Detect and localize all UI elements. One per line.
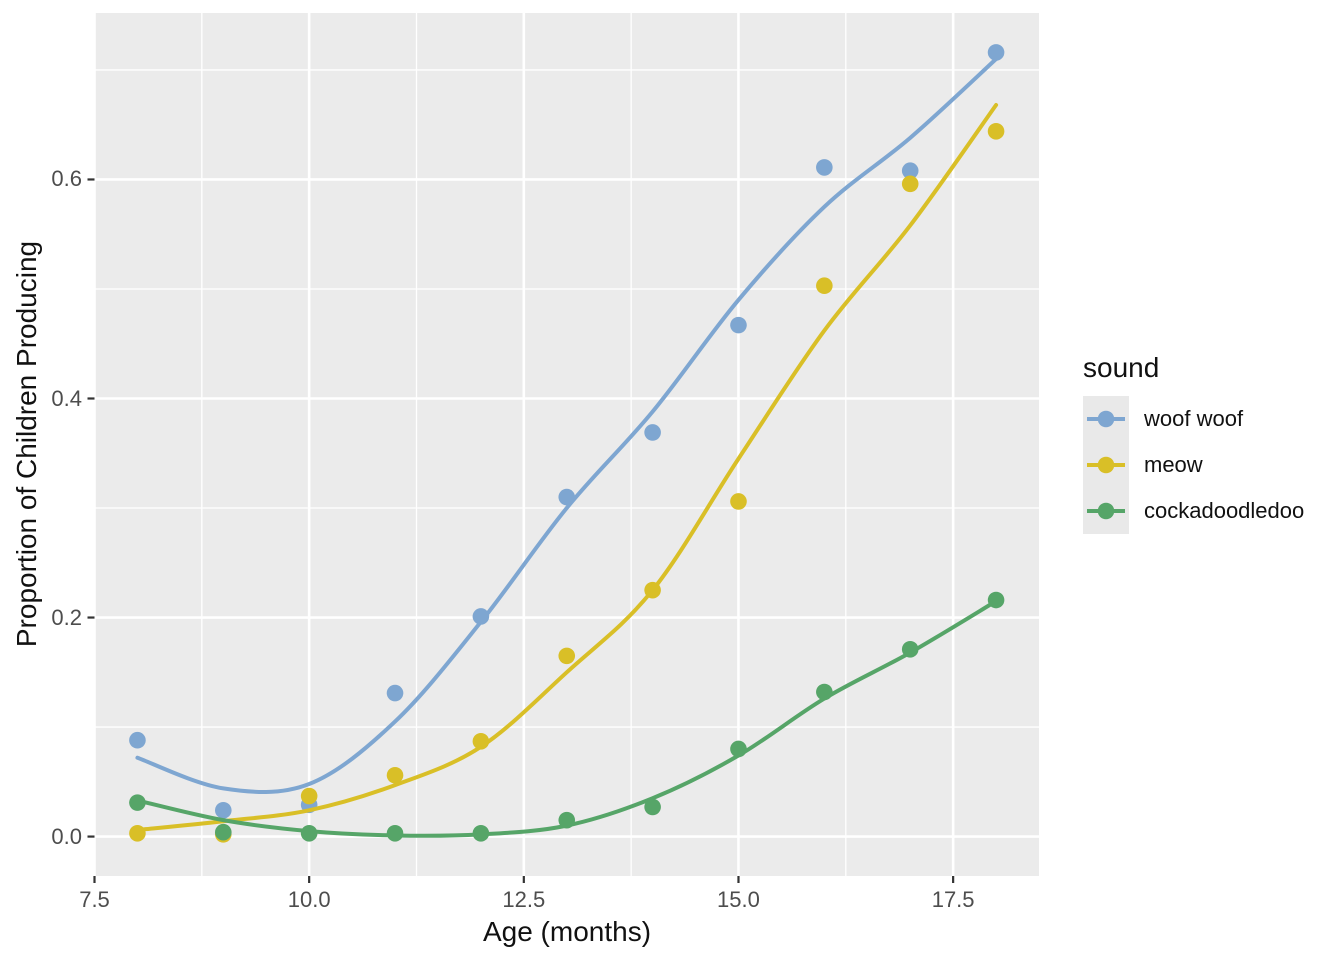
- data-point-cockadoodledoo: [816, 683, 833, 701]
- data-point-woof-woof: [816, 159, 833, 176]
- y-axis-tick-label: 0.2: [51, 604, 82, 630]
- legend-item-label: woof woof: [1144, 406, 1244, 431]
- y-axis-title: Proportion of Children Producing: [11, 240, 42, 648]
- legend-item-label: cockadoodledoo: [1144, 498, 1305, 523]
- x-axis-tick-label: 10.0: [287, 887, 331, 912]
- data-point-cockadoodledoo: [901, 640, 919, 658]
- data-point-woof-woof: [987, 44, 1005, 61]
- legend-key-woof-woof: [1083, 396, 1129, 442]
- data-point-meow: [472, 732, 490, 750]
- data-point-cockadoodledoo: [386, 824, 404, 842]
- data-point-meow: [644, 581, 661, 599]
- x-axis-tick-label: 7.5: [79, 887, 110, 912]
- data-point-cockadoodledoo: [300, 824, 318, 842]
- data-point-cockadoodledoo: [472, 824, 490, 842]
- data-point-meow: [300, 787, 318, 805]
- data-point-woof-woof: [129, 731, 146, 749]
- data-point-cockadoodledoo: [214, 823, 232, 841]
- y-axis-tick-label: 0.6: [51, 166, 82, 192]
- data-point-woof-woof: [901, 162, 919, 180]
- legend-item: meow: [1083, 442, 1304, 488]
- legend-key-meow: [1083, 442, 1129, 488]
- data-point-woof-woof: [472, 608, 490, 625]
- data-point-woof-woof: [644, 424, 661, 441]
- data-point-cockadoodledoo: [987, 591, 1005, 609]
- data-point-meow: [987, 122, 1005, 140]
- legend-item-label: meow: [1144, 452, 1203, 477]
- data-point-meow: [558, 647, 576, 665]
- data-point-cockadoodledoo: [644, 798, 661, 816]
- y-axis-tick-label: 0.0: [51, 823, 82, 849]
- legend-key-glyph-icon: [1087, 502, 1125, 520]
- x-axis-tick-label: 17.5: [931, 887, 975, 912]
- legend-item: cockadoodledoo: [1083, 488, 1304, 534]
- data-point-cockadoodledoo: [129, 794, 146, 811]
- legend-key-glyph-icon: [1087, 456, 1125, 474]
- y-axis-tick-label: 0.4: [51, 385, 82, 411]
- data-point-woof-woof: [730, 316, 747, 334]
- legend-item: woof woof: [1083, 396, 1304, 442]
- x-axis-tick-label: 15.0: [717, 887, 760, 912]
- legend: sound woof woof meow cockadoodledoo: [1083, 354, 1304, 534]
- data-point-meow: [816, 277, 833, 294]
- data-point-cockadoodledoo: [730, 740, 747, 758]
- data-point-meow: [386, 766, 404, 784]
- data-point-meow: [129, 824, 146, 842]
- data-point-cockadoodledoo: [558, 811, 576, 829]
- x-axis-title: Age (months): [482, 916, 652, 947]
- panel-background: [94, 13, 1039, 876]
- legend-key-cockadoodledoo: [1083, 488, 1129, 534]
- data-point-woof-woof: [386, 684, 404, 702]
- data-point-meow: [901, 175, 919, 193]
- legend-key-glyph-icon: [1087, 410, 1125, 428]
- legend-title: sound: [1083, 352, 1160, 383]
- legend-rows: woof woof meow cockadoodledoo: [1083, 396, 1304, 534]
- data-point-woof-woof: [558, 488, 576, 506]
- data-point-meow: [730, 493, 747, 510]
- x-axis-tick-label: 12.5: [502, 887, 546, 912]
- data-point-woof-woof: [214, 801, 232, 819]
- smooth-line-meow: [135, 102, 999, 833]
